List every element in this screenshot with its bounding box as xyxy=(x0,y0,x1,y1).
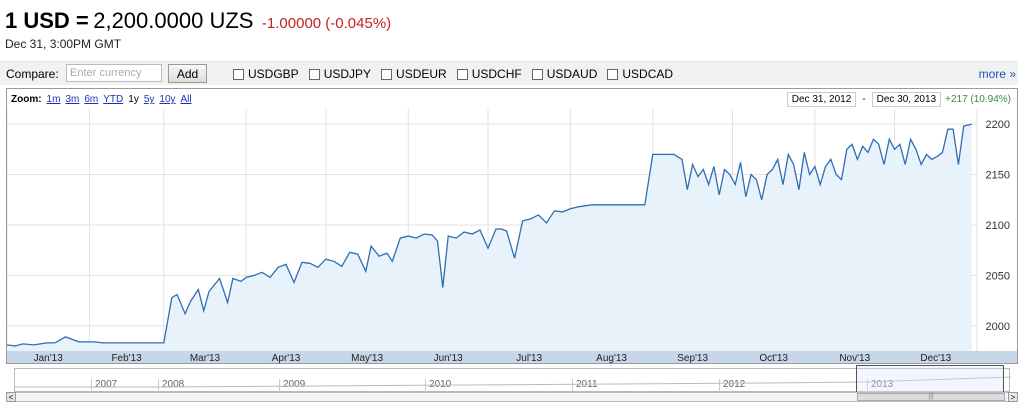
checkbox[interactable] xyxy=(308,68,320,80)
y-tick-label: 2100 xyxy=(986,220,1010,232)
price-change: -1.00000 (-0.045%) xyxy=(261,15,392,32)
compare-pair-usdcad[interactable]: USDCAD xyxy=(607,67,673,81)
navigator-track[interactable]: 2007 2008 2009 2010 2011 2012 2013 xyxy=(14,368,1011,393)
zoom-6m[interactable]: 6m xyxy=(84,94,99,105)
add-currency-button[interactable]: Add xyxy=(168,64,207,83)
x-tick-label: Feb'13 xyxy=(111,353,142,363)
navigator-year: 2008 xyxy=(158,379,184,393)
scroll-left-icon[interactable]: < xyxy=(6,392,16,402)
navigator-window[interactable] xyxy=(856,365,1004,393)
navigator-year: 2013 xyxy=(867,379,893,393)
zoom-3m[interactable]: 3m xyxy=(65,94,80,105)
price-chart[interactable]: 2000 2050 2100 2150 2200 Jan'13 Feb'13 Mar'13 Ap… xyxy=(7,89,1017,363)
zoom-label: Zoom: xyxy=(11,94,42,105)
y-tick-label: 2150 xyxy=(986,170,1010,182)
compare-pair-usdchf[interactable]: USDCHF xyxy=(456,67,522,81)
x-tick-label: May'13 xyxy=(351,353,383,363)
range-separator: - xyxy=(862,93,866,105)
zoom-5y[interactable]: 5y xyxy=(143,94,155,105)
compare-pair-label: USDCHF xyxy=(471,67,522,81)
x-tick-label: Sep'13 xyxy=(677,353,708,363)
zoom-all[interactable]: All xyxy=(180,94,192,105)
x-tick-label: Jan'13 xyxy=(34,353,64,363)
range-change: +217 (10.94%) xyxy=(945,93,1011,105)
navigator-sparkline xyxy=(15,376,1011,388)
checkbox[interactable] xyxy=(456,68,468,80)
compare-pair-usdgbp[interactable]: USDGBP xyxy=(233,67,299,81)
compare-pair-label: USDAUD xyxy=(546,67,598,81)
scroll-right-icon[interactable]: > xyxy=(1008,392,1018,402)
compare-pair-usdjpy[interactable]: USDJPY xyxy=(308,67,372,81)
compare-pair-label: USDGBP xyxy=(248,67,299,81)
navigator-year: 2012 xyxy=(719,379,745,393)
x-tick-label: Aug'13 xyxy=(596,353,627,363)
scroll-thumb[interactable]: ||| xyxy=(857,393,1005,401)
x-tick-label: Nov'13 xyxy=(839,353,870,363)
range-start-date[interactable]: Dec 31, 2012 xyxy=(786,91,857,107)
x-tick-label: Dec'13 xyxy=(920,353,951,363)
compare-label: Compare: xyxy=(6,67,59,81)
zoom-10y[interactable]: 10y xyxy=(159,94,176,105)
compare-pair-label: USDEUR xyxy=(396,67,447,81)
quote-header: 1 USD = 2,200.0000 UZS -1.00000 (-0.045%… xyxy=(5,8,391,34)
navigator-scrollbar[interactable]: < ||| > xyxy=(6,392,1018,402)
navigator-year: 2007 xyxy=(91,379,117,393)
zoom-controls: Zoom: 1m 3m 6m YTD 1y 5y 10y All xyxy=(11,94,192,105)
date-range: Dec 31, 2012 - Dec 30, 2013 +217 (10.94%… xyxy=(786,91,1011,107)
compare-pair-usdaud[interactable]: USDAUD xyxy=(531,67,598,81)
range-end-date[interactable]: Dec 30, 2013 xyxy=(871,91,942,107)
y-tick-label: 2050 xyxy=(986,270,1010,282)
x-tick-label: Jul'13 xyxy=(516,353,542,363)
zoom-ytd[interactable]: YTD xyxy=(103,94,124,105)
quote-timestamp: Dec 31, 3:00PM GMT xyxy=(5,37,122,51)
x-tick-label: Mar'13 xyxy=(190,353,221,363)
navigator-year: 2010 xyxy=(425,379,451,393)
checkbox[interactable] xyxy=(531,68,543,80)
compare-bar: Compare: Add USDGBP USDJPY USDEUR USDCHF… xyxy=(0,61,1018,85)
exchange-rate: 2,200.0000 UZS xyxy=(93,8,254,33)
series-area xyxy=(7,124,972,351)
compare-pairs: USDGBP USDJPY USDEUR USDCHF USDAUD USDCA… xyxy=(233,67,673,81)
x-tick-label: Jun'13 xyxy=(434,353,464,363)
x-tick-label: Oct'13 xyxy=(759,353,788,363)
currency-pair: 1 USD = xyxy=(5,8,89,33)
checkbox[interactable] xyxy=(381,68,393,80)
x-tick-label: Apr'13 xyxy=(272,353,301,363)
compare-pair-usdeur[interactable]: USDEUR xyxy=(381,67,447,81)
chart-frame: 2000 2050 2100 2150 2200 Jan'13 Feb'13 Mar'13 Ap… xyxy=(6,88,1018,364)
more-pairs-link[interactable]: more » xyxy=(978,67,1016,81)
checkbox[interactable] xyxy=(233,68,244,80)
zoom-1m[interactable]: 1m xyxy=(46,94,61,105)
zoom-1y[interactable]: 1y xyxy=(128,94,139,105)
x-axis-band xyxy=(7,351,1017,363)
y-tick-label: 2200 xyxy=(986,119,1010,131)
y-tick-label: 2000 xyxy=(986,321,1010,333)
series-line xyxy=(7,123,972,347)
compare-pair-label: USDJPY xyxy=(323,67,372,81)
range-navigator: 2007 2008 2009 2010 2011 2012 2013 < |||… xyxy=(6,365,1018,402)
checkbox[interactable] xyxy=(607,68,619,80)
compare-currency-input[interactable] xyxy=(66,64,162,82)
compare-pair-label: USDCAD xyxy=(622,67,674,81)
